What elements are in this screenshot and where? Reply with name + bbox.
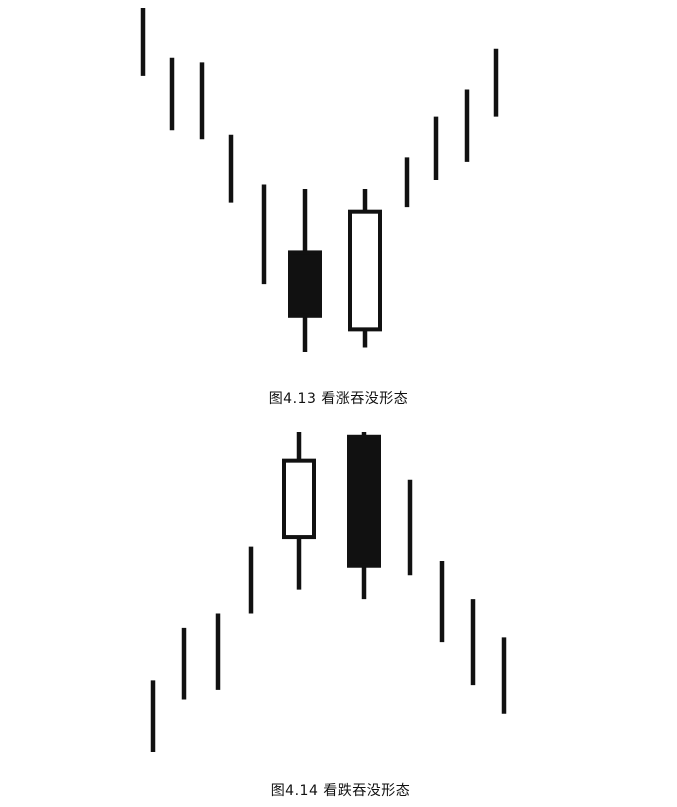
- bearish-engulfing-caption: 图4.14 看跌吞没形态: [270, 783, 411, 799]
- candle-body-light: [348, 209, 382, 332]
- candlestick-light: [348, 189, 382, 348]
- bearish-engulfing-diagram: [150, 432, 507, 752]
- bullish-engulfing-caption: 图4.13 看涨吞没形态: [268, 391, 409, 407]
- bullish-engulfing-figure: [0, 0, 677, 380]
- candle-body-light: [282, 458, 316, 540]
- candlestick-dark: [347, 432, 381, 600]
- bearish-engulfing-figure: [0, 420, 677, 760]
- candlestick-light: [282, 432, 316, 590]
- bullish-engulfing-diagram: [140, 8, 499, 352]
- candlestick-dark: [288, 189, 322, 352]
- candle-body-dark: [288, 250, 322, 318]
- candle-body-dark: [347, 434, 381, 568]
